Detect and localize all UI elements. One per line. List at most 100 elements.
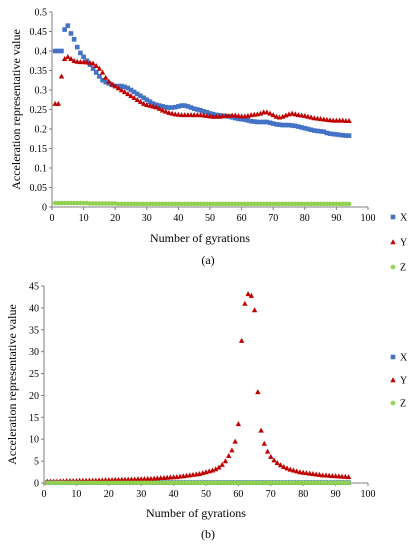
data-point-y [131, 95, 137, 100]
data-point-z [343, 480, 348, 486]
data-point-z [315, 201, 320, 207]
data-point-z [280, 201, 285, 207]
series-z [52, 200, 352, 207]
data-point-x [258, 119, 263, 125]
data-point-z [337, 201, 342, 207]
data-point-z [274, 201, 279, 207]
data-point-z [131, 201, 137, 207]
data-point-x [255, 119, 260, 125]
data-point-y [292, 111, 299, 117]
data-point-x [232, 115, 238, 121]
data-point-x [296, 124, 301, 129]
series-y [52, 54, 352, 124]
data-point-y [99, 69, 106, 75]
x-tick-label: 60 [233, 489, 243, 500]
data-point-z [52, 200, 58, 206]
data-point-x [283, 122, 289, 128]
y-tick-label: 0 [42, 203, 47, 214]
data-point-z [255, 201, 260, 207]
data-point-z [122, 480, 128, 486]
y-tick-label: 15 [29, 413, 39, 424]
data-point-x [166, 105, 172, 110]
data-point-y [289, 110, 295, 116]
data-point-y [137, 98, 144, 104]
legend-entry-z: Z [390, 263, 406, 274]
data-point-z [119, 480, 125, 486]
data-point-z [67, 480, 73, 486]
data-point-z [339, 480, 345, 486]
data-point-x [172, 104, 178, 110]
data-point-y [281, 464, 287, 470]
data-point-z [248, 201, 254, 207]
data-point-x [56, 48, 61, 54]
data-point-z [204, 201, 210, 207]
data-point-z [302, 201, 308, 207]
data-point-z [220, 201, 225, 207]
data-point-z [245, 480, 251, 486]
data-point-y [345, 474, 352, 480]
data-point-y [346, 118, 352, 124]
data-point-y [235, 421, 242, 427]
data-point-y [270, 112, 276, 118]
data-point-x [321, 129, 327, 135]
data-point-y [273, 113, 280, 119]
data-point-y [222, 458, 229, 464]
data-point-z [169, 201, 175, 207]
data-point-y [277, 462, 284, 468]
x-tick-label: 70 [268, 213, 278, 224]
data-point-z [65, 200, 71, 206]
data-point-z [278, 480, 283, 486]
data-point-z [68, 200, 74, 206]
data-point-y [310, 471, 316, 477]
data-point-y [300, 469, 306, 475]
data-point-y [159, 107, 166, 113]
data-point-y [209, 467, 216, 473]
data-point-y [90, 60, 96, 66]
y-tick-label: 0.2 [35, 125, 48, 136]
data-point-z [97, 201, 102, 206]
data-point-x [267, 120, 273, 126]
legend-label-y: Y [400, 238, 407, 249]
data-point-y [313, 471, 319, 477]
data-point-z [153, 201, 159, 207]
data-point-z [157, 201, 162, 207]
series-x [52, 23, 352, 138]
data-point-z [81, 200, 86, 206]
data-point-z [96, 480, 102, 486]
data-point-y [87, 59, 93, 65]
data-point-y [305, 113, 311, 119]
data-point-x [302, 125, 308, 131]
data-point-z [239, 201, 244, 207]
y-tick-label: 10 [29, 435, 39, 446]
data-point-x [65, 23, 71, 28]
data-point-x [248, 118, 254, 124]
data-point-z [305, 201, 311, 207]
data-point-y [316, 471, 323, 477]
data-point-y [268, 453, 274, 459]
data-point-y [302, 112, 308, 118]
data-point-x [201, 109, 206, 114]
data-point-z [179, 201, 184, 207]
data-point-z [87, 201, 93, 206]
data-point-x [293, 123, 298, 129]
y-tick-label: 0.5 [35, 8, 48, 19]
data-point-x [141, 95, 146, 101]
data-point-z [93, 201, 99, 206]
data-point-y [71, 57, 77, 63]
data-point-y [147, 102, 153, 108]
data-point-x [195, 107, 200, 112]
data-point-y [65, 54, 71, 60]
data-point-z [150, 201, 156, 207]
data-point-x [242, 117, 248, 122]
data-point-y [125, 91, 131, 97]
legend-label-x: X [400, 353, 408, 364]
x-tick-label: 0 [50, 213, 55, 224]
data-point-x [68, 31, 74, 36]
data-point-z [226, 480, 231, 486]
data-point-z [323, 480, 329, 486]
data-point-y [163, 108, 169, 114]
data-point-z [343, 201, 349, 207]
data-point-x [125, 85, 131, 91]
data-point-y [118, 87, 125, 93]
data-point-y [219, 461, 225, 467]
